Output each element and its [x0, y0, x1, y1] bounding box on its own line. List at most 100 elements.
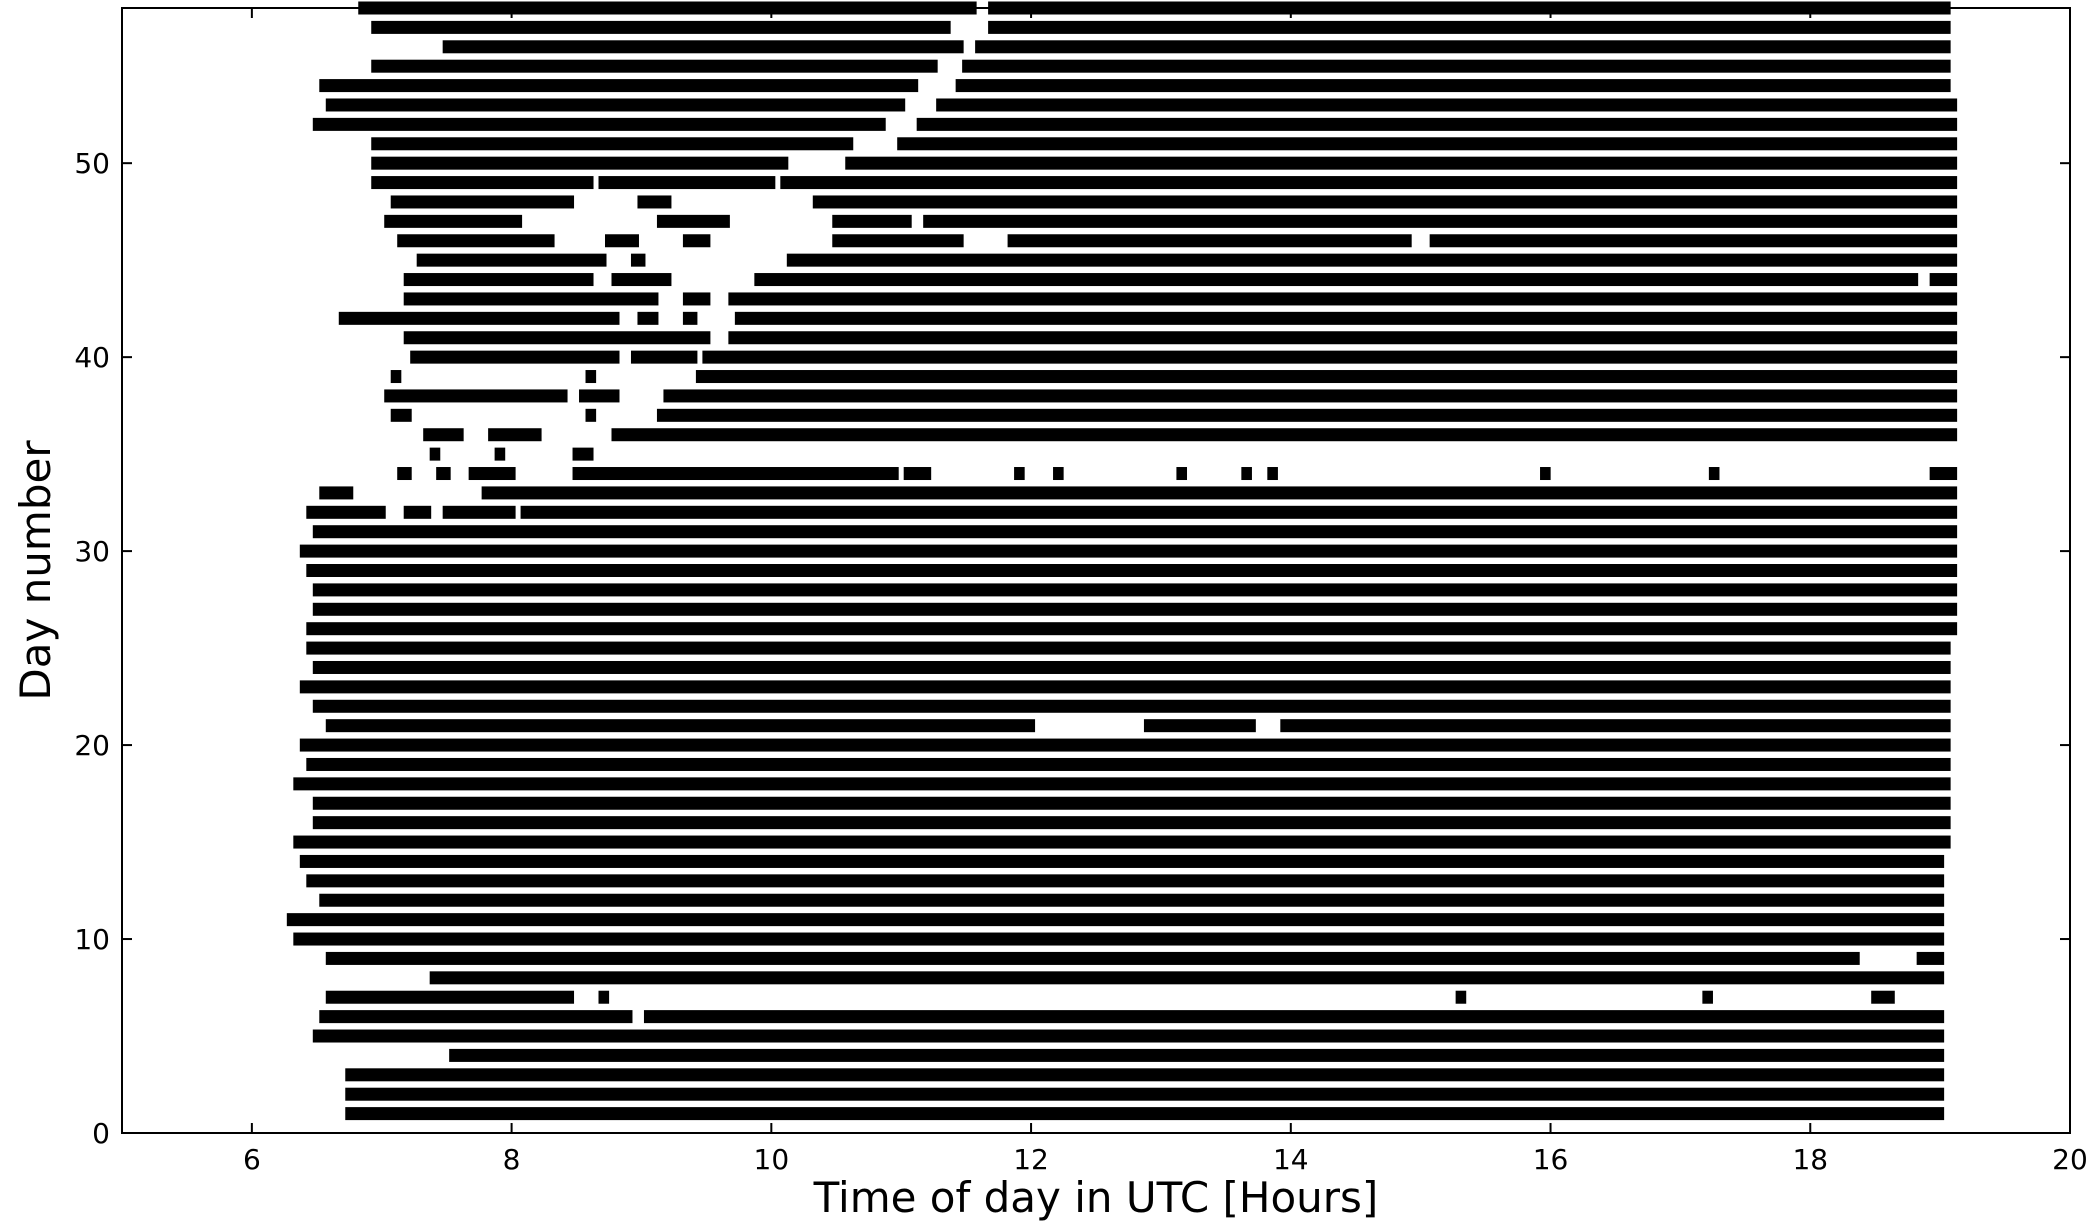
data-segment: [488, 428, 542, 442]
day-row-24: [312, 660, 1951, 674]
data-segment: [384, 389, 568, 403]
data-segment: [293, 777, 1951, 791]
plot-area: [286, 1, 1958, 1121]
data-segment: [682, 292, 711, 306]
data-segment: [319, 486, 354, 500]
data-segment: [403, 331, 711, 345]
data-segment: [306, 757, 1951, 771]
day-row-47: [384, 214, 1958, 228]
x-tick-label: 8: [503, 1143, 521, 1176]
data-segment: [832, 234, 964, 248]
day-row-28: [312, 583, 1958, 597]
day-row-5: [312, 1029, 1945, 1043]
data-segment: [345, 1087, 1945, 1101]
day-row-1: [345, 1107, 1945, 1121]
day-row-19: [306, 757, 1951, 771]
day-row-55: [371, 59, 1951, 73]
day-row-35: [429, 447, 594, 461]
data-segment: [312, 816, 1951, 830]
day-row-33: [319, 486, 1958, 500]
day-row-30: [299, 544, 1958, 558]
day-row-50: [371, 156, 1958, 170]
data-segment: [728, 331, 1958, 345]
data-segment: [429, 447, 441, 461]
data-segment: [371, 156, 789, 170]
data-segment: [293, 932, 1945, 946]
data-segment: [630, 350, 698, 364]
data-segment: [572, 447, 594, 461]
data-segment: [682, 311, 698, 325]
data-segment: [812, 195, 1958, 209]
data-segment: [1929, 273, 1958, 287]
data-segment: [598, 176, 776, 190]
data-segment: [319, 79, 919, 93]
day-row-42: [338, 311, 1958, 325]
data-segment: [338, 311, 620, 325]
data-segment: [299, 854, 1945, 868]
data-segment: [423, 428, 464, 442]
data-segment: [962, 59, 1951, 73]
data-segment: [312, 660, 1951, 674]
day-row-11: [286, 913, 1945, 927]
data-segment: [955, 79, 1951, 93]
day-row-7: [325, 990, 1895, 1004]
data-segment: [1176, 467, 1188, 481]
data-segment: [734, 311, 1958, 325]
day-row-39: [390, 370, 1958, 384]
x-axis-label: Time of day in UTC [Hours]: [813, 1173, 1379, 1222]
day-row-46: [397, 234, 1958, 248]
day-row-41: [403, 331, 1958, 345]
data-segment: [306, 505, 386, 519]
data-segment: [345, 1068, 1945, 1082]
data-segment: [1455, 990, 1467, 1004]
data-segment: [1871, 990, 1895, 1004]
data-segment: [643, 1010, 1945, 1024]
day-row-4: [449, 1048, 1945, 1062]
data-segment: [312, 602, 1958, 616]
data-segment: [656, 408, 1958, 422]
day-row-9: [325, 951, 1945, 965]
data-segment: [728, 292, 1958, 306]
data-segment: [319, 893, 1945, 907]
data-segment: [520, 505, 1958, 519]
data-segment: [312, 117, 886, 131]
data-segment: [312, 525, 1958, 539]
data-segment: [312, 699, 1951, 713]
y-tick-label: 10: [74, 923, 110, 956]
data-segment: [585, 408, 597, 422]
x-tick-label: 18: [1792, 1143, 1828, 1176]
data-segment: [916, 117, 1958, 131]
data-segment: [325, 951, 1860, 965]
day-row-43: [403, 292, 1958, 306]
data-segment: [449, 1048, 1945, 1062]
y-axis-label: Day number: [11, 440, 60, 701]
data-segment: [780, 176, 1958, 190]
data-segment: [312, 583, 1958, 597]
data-segment: [397, 467, 412, 481]
data-segment: [299, 680, 1951, 694]
day-row-31: [312, 525, 1958, 539]
day-row-49: [371, 176, 1958, 190]
data-segment: [319, 1010, 633, 1024]
data-segment: [429, 971, 1945, 985]
data-segment: [637, 195, 672, 209]
day-row-10: [293, 932, 1945, 946]
data-segment: [299, 738, 1951, 752]
data-segment: [312, 796, 1951, 810]
y-tick-label: 40: [74, 341, 110, 374]
day-row-17: [312, 796, 1951, 810]
data-segment: [936, 98, 1958, 112]
data-segment: [923, 214, 1958, 228]
data-segment: [1007, 234, 1412, 248]
day-row-8: [429, 971, 1945, 985]
data-segment: [598, 990, 610, 1004]
day-row-48: [390, 195, 1958, 209]
data-segment: [682, 234, 711, 248]
data-segment: [299, 544, 1958, 558]
data-segment: [1014, 467, 1025, 481]
data-segment: [663, 389, 1958, 403]
data-segment: [293, 835, 1951, 849]
data-segment: [695, 370, 1958, 384]
data-segment: [371, 20, 951, 34]
data-segment: [605, 234, 639, 248]
